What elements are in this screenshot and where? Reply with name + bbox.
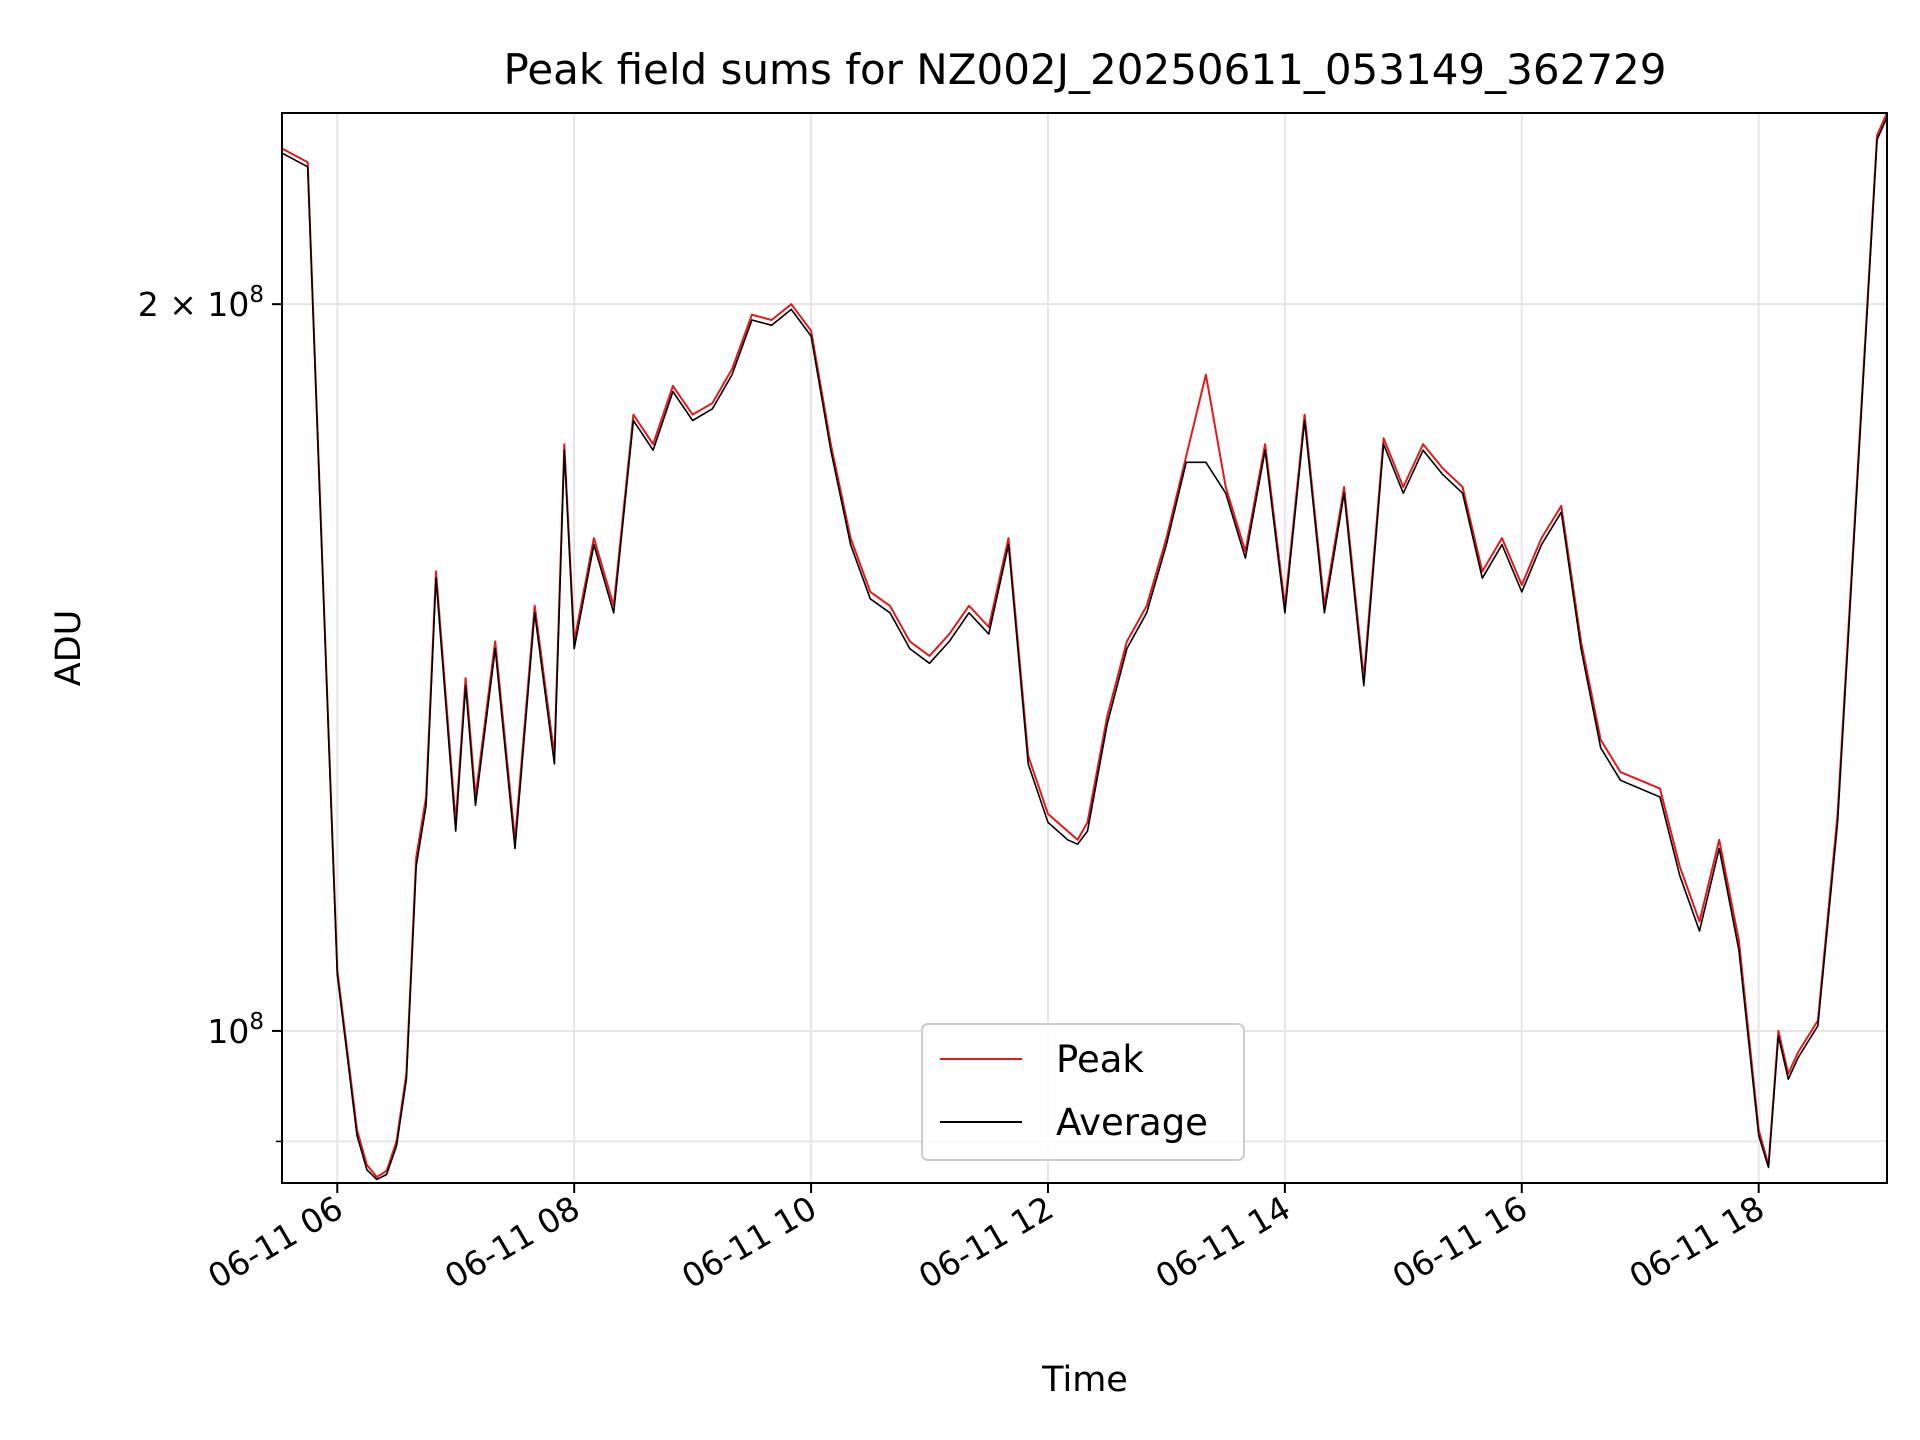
y-tick-label: 108 — [207, 1009, 264, 1051]
legend-label-average: Average — [1056, 1101, 1208, 1144]
legend: Peak Average — [921, 1023, 1245, 1161]
y-tick-label: 2 × 108 — [138, 282, 264, 324]
plot-area — [281, 112, 1888, 1181]
x-axis-label: Time — [1041, 1360, 1128, 1400]
y-axis-label: ADU — [49, 610, 89, 687]
plot-frame — [281, 112, 1888, 1184]
chart-title: Peak field sums for NZ002J_20250611_0531… — [504, 45, 1667, 94]
y-axis: 108 2 × 108 — [138, 282, 282, 1143]
legend-label-peak: Peak — [1056, 1038, 1144, 1081]
series-line-average — [281, 117, 1888, 1181]
